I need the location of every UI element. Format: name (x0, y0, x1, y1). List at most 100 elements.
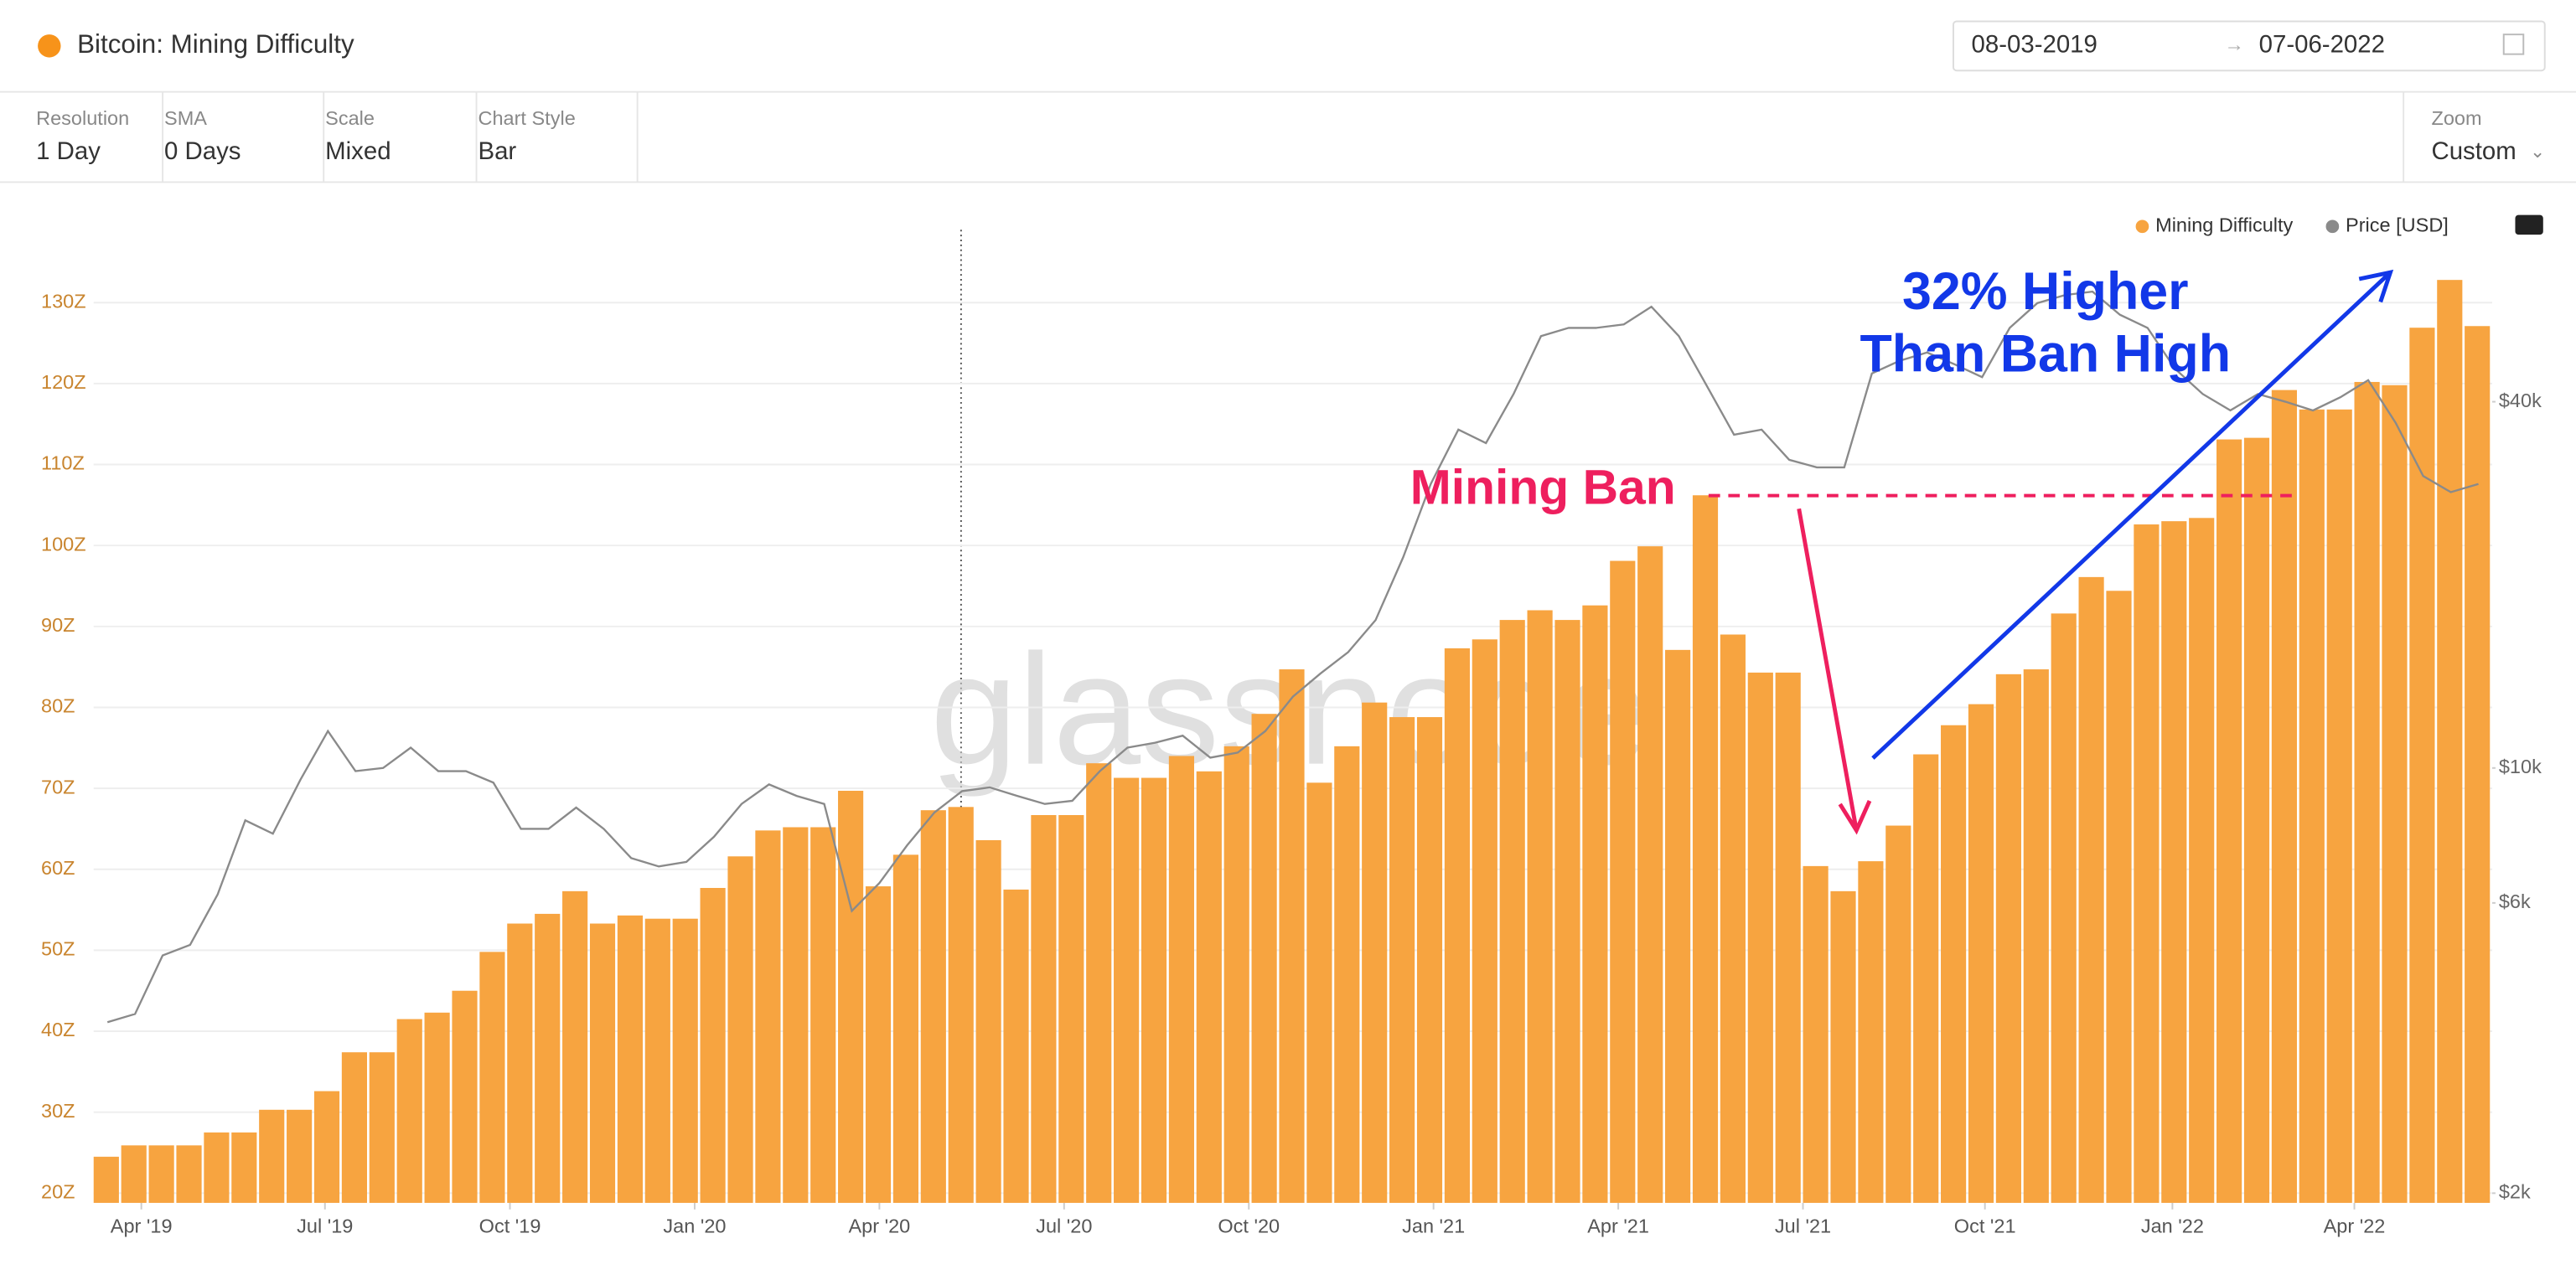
bar (2437, 280, 2463, 1203)
bar (1692, 495, 1719, 1203)
bar (2189, 518, 2215, 1203)
annotation: 32% Higher (1902, 262, 2189, 321)
x-tick-label: Oct '21 (1954, 1215, 2016, 1237)
y-tick-label: 120Z (41, 371, 86, 393)
x-tick-label: Oct '19 (479, 1215, 541, 1237)
bar (644, 918, 670, 1203)
x-tick-label: Apr '22 (2324, 1215, 2386, 1237)
bar (920, 810, 946, 1203)
date-to[interactable]: 07-06-2022 (2259, 31, 2385, 59)
bar (1637, 546, 1663, 1203)
legend-swatch (2135, 219, 2149, 234)
bar (1499, 620, 1525, 1203)
bar (2382, 385, 2408, 1203)
bar (727, 856, 753, 1203)
bar (341, 1052, 367, 1203)
zoom-label: Zoom (2431, 107, 2481, 129)
y-tick-label: 60Z (41, 857, 75, 879)
bar (1582, 605, 1608, 1203)
bar (1885, 825, 1911, 1203)
bar (1830, 890, 1856, 1203)
bar (1223, 746, 1249, 1203)
legend-label[interactable]: Mining Difficulty (2155, 214, 2293, 236)
bar (1196, 771, 1222, 1203)
bar (1610, 560, 1636, 1203)
bar (1114, 777, 1140, 1203)
toolbar-value[interactable]: 0 Days (164, 137, 241, 165)
bar (479, 952, 505, 1203)
y-tick-label: 70Z (41, 776, 75, 797)
bar (783, 827, 809, 1203)
bar (1141, 777, 1167, 1203)
bar (369, 1052, 395, 1203)
bar (2216, 439, 2242, 1203)
camera-icon[interactable] (2515, 214, 2543, 235)
bar (535, 913, 561, 1203)
bar (1168, 756, 1194, 1203)
bar (562, 890, 588, 1203)
y-tick-label: 130Z (41, 290, 86, 312)
arrow (1871, 269, 2394, 760)
bar (755, 830, 781, 1203)
x-tick-label: Jul '20 (1036, 1215, 1092, 1237)
bar (231, 1132, 257, 1203)
bar (1554, 620, 1580, 1203)
bar (1968, 704, 1994, 1203)
legend-label[interactable]: Price [USD] (2346, 214, 2449, 236)
x-tick-label: Jan '20 (663, 1215, 726, 1237)
y-tick-label: 110Z (41, 452, 85, 474)
bar (1279, 669, 1305, 1203)
bar (700, 887, 726, 1203)
bar (2161, 521, 2187, 1203)
x-tick-label: Oct '20 (1218, 1215, 1280, 1237)
toolbar-value[interactable]: Mixed (325, 137, 391, 165)
bar (1086, 763, 1112, 1203)
bar (1941, 725, 1967, 1203)
bar (1416, 717, 1443, 1203)
bar (1472, 639, 1497, 1203)
bar (313, 1091, 340, 1203)
y-tick-label: 40Z (41, 1019, 75, 1040)
toolbar-label: Chart Style (478, 107, 575, 129)
y-tick-label: 30Z (41, 1100, 75, 1122)
bar (589, 923, 616, 1203)
bar (2326, 409, 2352, 1203)
x-tick-label: Apr '19 (111, 1215, 173, 1237)
bar (1720, 634, 1746, 1203)
bar (93, 1156, 119, 1203)
toolbar-value[interactable]: Bar (478, 137, 516, 165)
bar (2023, 669, 2049, 1203)
bar (1031, 814, 1057, 1203)
date-from[interactable]: 08-03-2019 (1972, 31, 2098, 59)
bar (121, 1145, 147, 1203)
bar (2243, 437, 2270, 1203)
y-tick-label: 100Z (41, 533, 86, 555)
title: Bitcoin: Mining Difficulty (77, 29, 354, 59)
bar (507, 923, 533, 1203)
bar (2078, 576, 2104, 1203)
bar (2465, 326, 2491, 1203)
bar (2106, 591, 2132, 1203)
bar (1058, 814, 1084, 1203)
toolbar-value[interactable]: 1 Day (36, 137, 101, 165)
price-line (106, 290, 2479, 1024)
zoom-value[interactable]: Custom (2431, 137, 2516, 165)
legend-swatch (2325, 219, 2340, 234)
bar (948, 807, 974, 1203)
bar (672, 918, 698, 1203)
bar (2051, 613, 2077, 1203)
y2-tick-label: $6k (2499, 890, 2531, 912)
x-tick-label: Jan '21 (1402, 1215, 1465, 1237)
bar (259, 1109, 285, 1203)
y2-tick-label: $40k (2499, 390, 2542, 411)
calendar-icon[interactable] (2502, 34, 2525, 55)
toolbar-label: Resolution (36, 107, 129, 129)
bar (865, 886, 892, 1203)
y-tick-label: 50Z (41, 938, 75, 960)
bar (148, 1145, 174, 1203)
date-range[interactable] (1953, 20, 2546, 72)
arrow (1797, 508, 1872, 835)
y-tick-label: 90Z (41, 614, 75, 636)
y2-tick-label: $2k (2499, 1181, 2531, 1203)
